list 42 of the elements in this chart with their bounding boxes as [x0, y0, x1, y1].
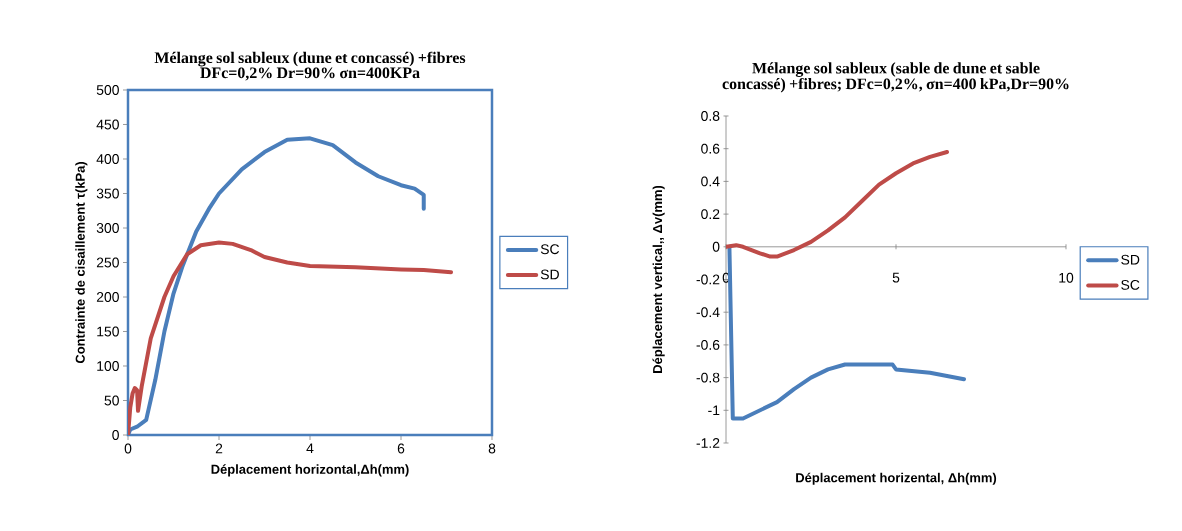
chart-title: Mélange sol sableux (sable de dune et sable concassé) +fibres; DFc=0,2%, σn=400 kPa,Dr=90%	[722, 62, 1069, 93]
y-tick-label: -0.6	[696, 339, 720, 350]
y-tick-label: 0	[712, 241, 720, 252]
y-tick-label: 0.8	[701, 111, 720, 121]
x-tick-label: 4	[306, 443, 314, 454]
legend-label: SC	[1121, 279, 1140, 290]
y-tick-label: -1.2	[696, 438, 720, 448]
y-tick-label: 450	[96, 119, 119, 130]
y-tick-label: 200	[96, 292, 119, 302]
x-tick-label: 5	[892, 272, 900, 283]
chart-title: Mélange sol sableux (dune et concassé) +fibres	[154, 51, 466, 67]
y-axis-title: Contrainte de cisaillement τ(kPa)	[75, 162, 88, 364]
x-axis-title: Déplacement horizental, Δh(mm)	[796, 472, 997, 485]
y-axis-title: Déplacement vertical,, Δv(mm)	[652, 185, 665, 373]
line-series	[128, 240, 454, 435]
y-tick-label: -0.4	[696, 307, 720, 318]
y-tick-label: 250	[96, 257, 119, 268]
y-tick-label: 400	[96, 154, 119, 164]
y-tick-label: -0.2	[696, 274, 720, 285]
legend-label: SD	[1121, 254, 1140, 265]
y-tick-label: 500	[96, 85, 119, 95]
x-tick-label: 0	[124, 443, 132, 454]
y-tick-label: 50	[104, 395, 119, 406]
y-tick-label: 0.4	[701, 176, 720, 187]
legend-label: SC	[540, 244, 560, 255]
x-tick-label: 8	[488, 443, 496, 454]
y-tick-label: 300	[96, 223, 119, 233]
y-tick-label: -1	[708, 405, 720, 416]
chart-subtitle: DFc=0,2% Dr=90% σn=400KPa	[200, 67, 420, 81]
legend-label: SD	[540, 269, 559, 280]
y-tick-label: 150	[97, 326, 119, 337]
y-tick-label: 0.6	[701, 143, 720, 154]
x-axis-title: Déplacement horizontal,Δh(mm)	[211, 464, 409, 477]
x-tick-label: 2	[215, 443, 223, 454]
y-tick-label: 0.2	[701, 209, 720, 220]
x-tick-label: 10	[1059, 272, 1074, 283]
y-tick-label: 0	[112, 430, 119, 440]
x-tick-label: 6	[397, 443, 405, 454]
y-tick-label: 100	[97, 361, 119, 371]
y-tick-label: -0.8	[696, 372, 720, 383]
y-tick-label: 350	[96, 188, 119, 199]
line-series	[726, 149, 950, 259]
